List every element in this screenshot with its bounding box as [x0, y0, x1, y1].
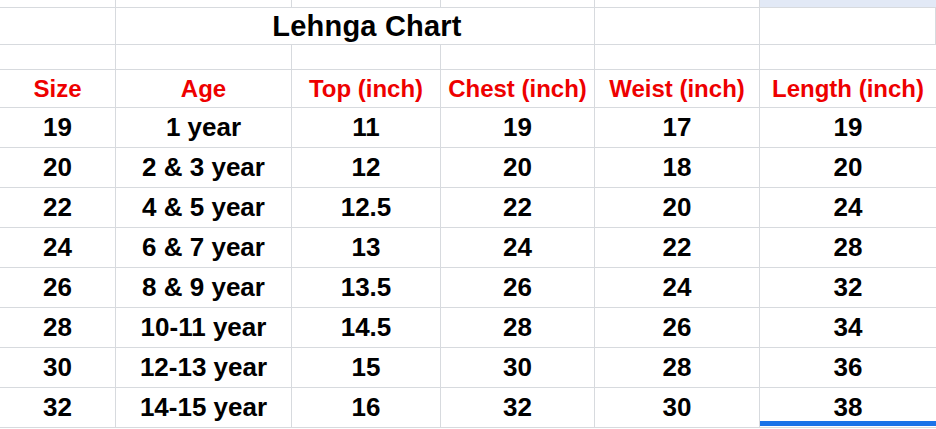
table-cell[interactable]: 20	[441, 148, 595, 187]
table-row: 202 & 3 year12201820	[0, 148, 936, 188]
table-cell[interactable]	[760, 45, 936, 69]
table-cell[interactable]: 14-15 year	[116, 388, 292, 427]
table-cell[interactable]: 13	[292, 228, 441, 267]
partial-top-row	[0, 0, 936, 8]
table-row: 2810-11 year14.5282634	[0, 308, 936, 348]
table-cell[interactable]: 32	[760, 268, 936, 307]
table-row: 3012-13 year15302836	[0, 348, 936, 388]
table-cell[interactable]: 19	[0, 108, 116, 147]
table-cell[interactable]: 19	[441, 108, 595, 147]
table-cell[interactable]: 14.5	[292, 308, 441, 347]
table-cell[interactable]: 12	[292, 148, 441, 187]
table-row: 246 & 7 year13242228	[0, 228, 936, 268]
header-cell-length-inch[interactable]: Length (inch)	[760, 70, 936, 107]
table-row: 191 year11191719	[0, 108, 936, 148]
table-cell[interactable]	[116, 0, 292, 7]
header-cell-top-inch[interactable]: Top (inch)	[292, 70, 441, 107]
table-cell[interactable]	[441, 45, 595, 69]
table-cell[interactable]: 10-11 year	[116, 308, 292, 347]
table-cell[interactable]: 19	[760, 108, 936, 147]
table-cell[interactable]: 16	[292, 388, 441, 427]
table-cell[interactable]: 2 & 3 year	[116, 148, 292, 187]
table-cell[interactable]: 22	[441, 188, 595, 227]
table-cell[interactable]	[0, 8, 116, 44]
table-cell[interactable]: 22	[0, 188, 116, 227]
header-cell-size[interactable]: Size	[0, 70, 116, 107]
table-cell[interactable]: 26	[0, 268, 116, 307]
table-cell[interactable]	[292, 45, 441, 69]
table-cell[interactable]: 1 year	[116, 108, 292, 147]
table-cell[interactable]	[441, 0, 595, 7]
table-cell[interactable]: 12-13 year	[116, 348, 292, 387]
table-cell[interactable]: 28	[441, 308, 595, 347]
table-cell[interactable]	[0, 0, 116, 7]
header-cell-chest-inch[interactable]: Chest (inch)	[441, 70, 595, 107]
table-cell[interactable]: 20	[0, 148, 116, 187]
table-row: 268 & 9 year13.5262432	[0, 268, 936, 308]
table-cell[interactable]: 32	[0, 388, 116, 427]
table-cell[interactable]	[292, 0, 441, 7]
table-cell[interactable]: 28	[760, 228, 936, 267]
table-cell[interactable]: 24	[0, 228, 116, 267]
selection-border[interactable]	[760, 421, 936, 426]
table-cell[interactable]	[595, 0, 760, 7]
table-cell[interactable]: 24	[441, 228, 595, 267]
table-cell[interactable]: 22	[595, 228, 760, 267]
table-row: 224 & 5 year12.5222024	[0, 188, 936, 228]
table-cell[interactable]: 20	[760, 148, 936, 187]
table-cell[interactable]: 36	[760, 348, 936, 387]
header-cell-weist-inch[interactable]: Weist (inch)	[595, 70, 760, 107]
table-cell[interactable]	[595, 45, 760, 69]
table-cell[interactable]: 26	[441, 268, 595, 307]
table-cell[interactable]	[595, 8, 760, 44]
table-cell[interactable]: 24	[760, 188, 936, 227]
table-cell[interactable]: 34	[760, 308, 936, 347]
table-cell[interactable]: 30	[0, 348, 116, 387]
table-cell[interactable]: 15	[292, 348, 441, 387]
table-cell[interactable]: 8 & 9 year	[116, 268, 292, 307]
table-cell[interactable]: 24	[595, 268, 760, 307]
header-row: SizeAgeTop (inch)Chest (inch)Weist (inch…	[0, 70, 936, 108]
table-cell[interactable]	[760, 8, 936, 44]
table-cell[interactable]	[0, 45, 116, 69]
table-body: 191 year11191719202 & 3 year12201820224 …	[0, 108, 936, 428]
highlighted-cell[interactable]	[760, 0, 936, 7]
table-cell[interactable]: 32	[441, 388, 595, 427]
table-cell[interactable]: 26	[595, 308, 760, 347]
spreadsheet-size-chart: Lehnga Chart SizeAgeTop (inch)Chest (inc…	[0, 0, 936, 429]
table-cell[interactable]: 28	[0, 308, 116, 347]
table-cell[interactable]: 18	[595, 148, 760, 187]
page-title: Lehnga Chart	[272, 10, 461, 43]
table-cell[interactable]: 30	[595, 388, 760, 427]
table-cell[interactable]: 30	[441, 348, 595, 387]
table-cell[interactable]: 17	[595, 108, 760, 147]
table-cell[interactable]: 6 & 7 year	[116, 228, 292, 267]
header-cell-age[interactable]: Age	[116, 70, 292, 107]
table-cell[interactable]: 20	[595, 188, 760, 227]
table-cell[interactable]: 12.5	[292, 188, 441, 227]
table-cell[interactable]: 11	[292, 108, 441, 147]
table-cell[interactable]: 28	[595, 348, 760, 387]
table-cell[interactable]: 4 & 5 year	[116, 188, 292, 227]
table-cell[interactable]	[116, 45, 292, 69]
blank-row	[0, 45, 936, 70]
table-cell[interactable]: 13.5	[292, 268, 441, 307]
title-row: Lehnga Chart	[0, 8, 936, 45]
